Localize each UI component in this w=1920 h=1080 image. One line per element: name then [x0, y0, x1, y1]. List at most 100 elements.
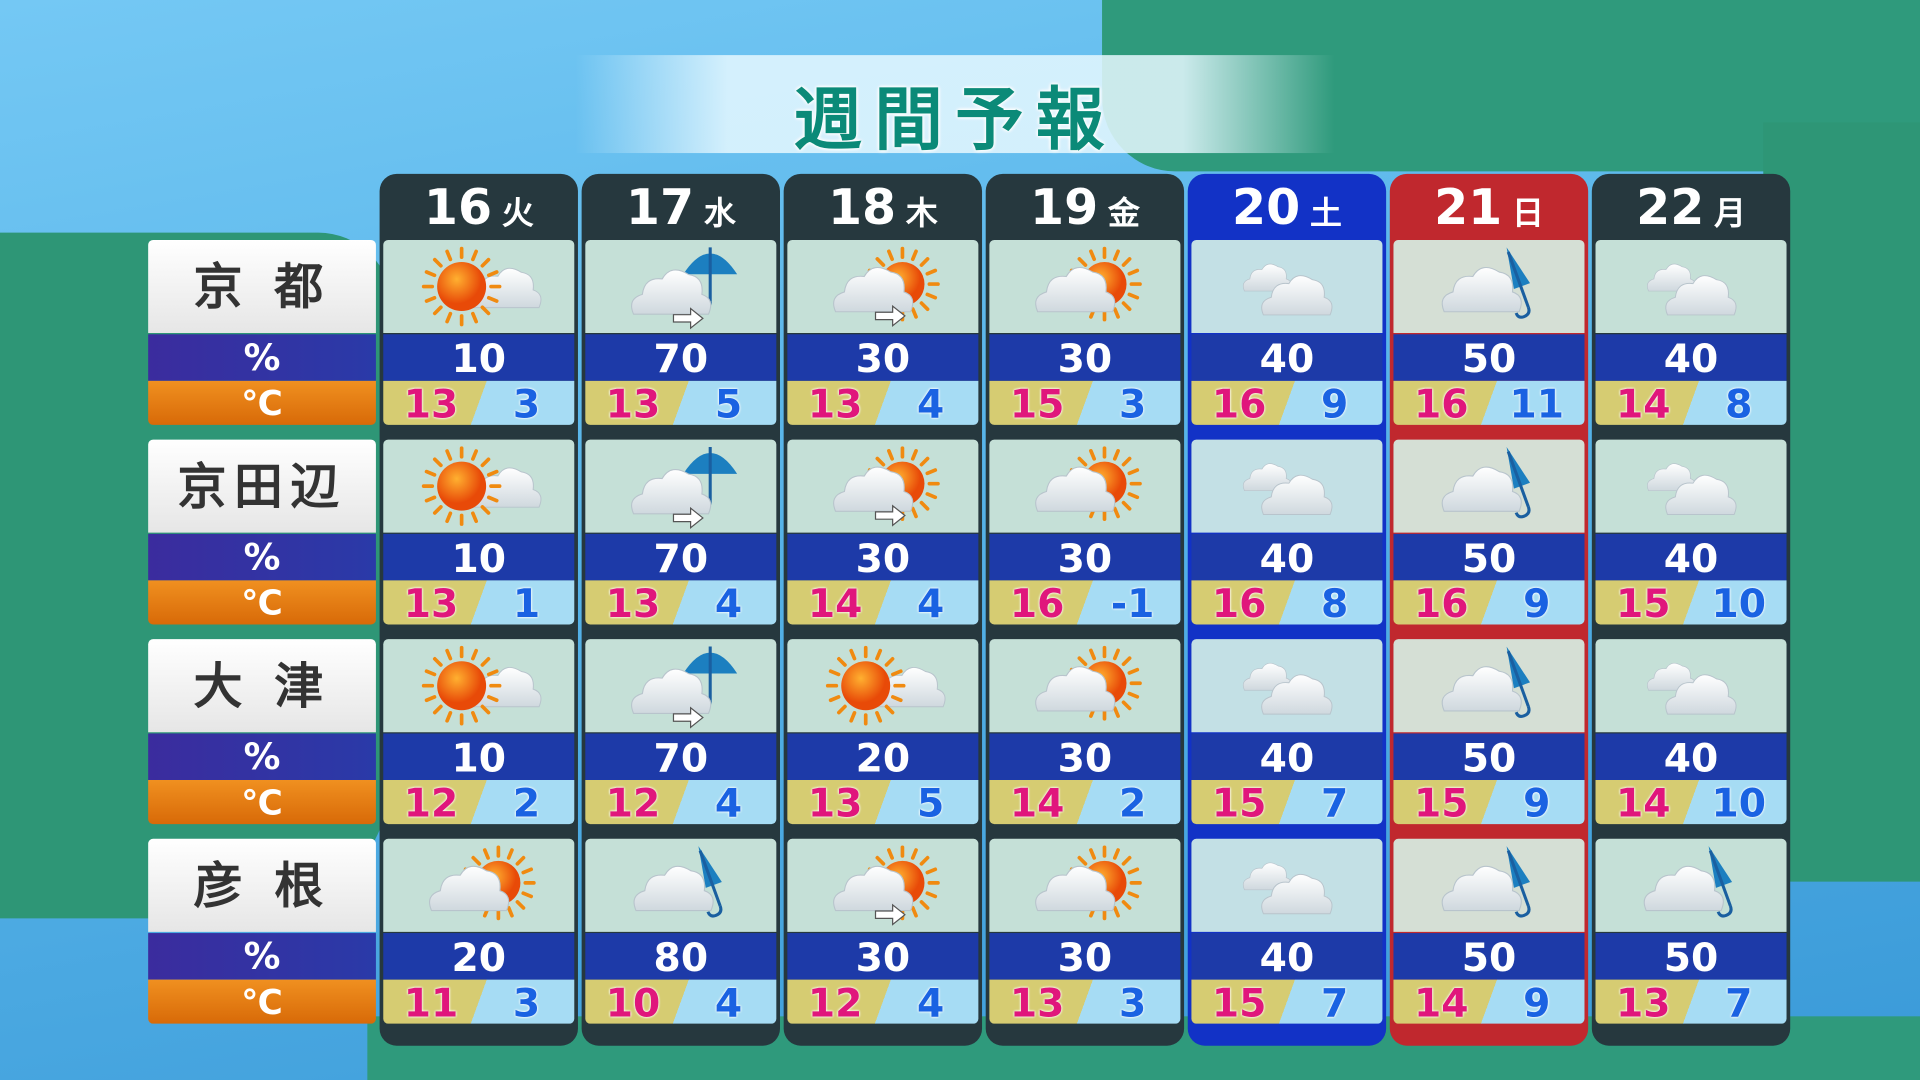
day-weekday: 火 — [501, 195, 534, 233]
temp-high: 14 — [807, 580, 863, 627]
precip-probability: 40 — [1191, 933, 1383, 981]
temperature: 14 8 — [1595, 380, 1787, 427]
temp-high: 10 — [605, 979, 661, 1027]
city-name: 京 都 — [148, 240, 376, 334]
temp-low: 3 — [512, 380, 541, 428]
day-header: 21 日 — [1390, 174, 1588, 240]
precip-probability: 40 — [1191, 733, 1383, 781]
temp-low: 10 — [1711, 780, 1767, 827]
weather-cloudy-rain-icon — [1393, 838, 1585, 932]
cloud-icon — [1441, 466, 1522, 512]
weather-cloudy-then-sunny-icon — [787, 439, 979, 533]
temp-high: 16 — [1211, 380, 1267, 428]
day-weekday: 木 — [905, 195, 938, 233]
cloud-icon — [1665, 474, 1737, 516]
temperature: 15 10 — [1595, 580, 1787, 627]
temp-high: 13 — [403, 380, 459, 428]
precip-probability: 50 — [1595, 933, 1787, 981]
cloud-icon — [633, 865, 714, 912]
temp-low: 2 — [1119, 780, 1147, 827]
weather-cloudy-rain-icon — [1393, 639, 1585, 733]
arrow-right-icon — [672, 506, 704, 530]
precip-probability: 30 — [787, 334, 979, 382]
temp-low: 9 — [1523, 580, 1551, 627]
temperature: 16 -1 — [989, 580, 1181, 627]
day-header: 20 土 — [1188, 174, 1386, 240]
umbrella-icon — [1506, 646, 1531, 718]
umbrella-icon — [1506, 247, 1531, 319]
sun-icon — [421, 246, 502, 327]
precip-probability: 50 — [1393, 933, 1585, 981]
weather-cloudy-then-rain-icon — [585, 439, 777, 533]
weather-cloudy-rain-icon — [585, 838, 777, 932]
temp-low: 1 — [512, 580, 541, 627]
day-date: 20 — [1232, 180, 1301, 237]
precip-probability: 50 — [1393, 733, 1585, 781]
temp-high: 15 — [1616, 580, 1671, 627]
precip-probability: 40 — [1595, 334, 1787, 382]
precip-probability: 30 — [989, 334, 1181, 382]
temperature: 13 1 — [383, 580, 575, 627]
weather-sunny-cloudy-icon — [383, 639, 575, 733]
precip-probability: 10 — [383, 533, 575, 582]
weather-cloudy-then-rain-icon — [585, 639, 777, 733]
temp-low: 5 — [714, 380, 743, 428]
temp-high: 13 — [807, 780, 863, 827]
temperature: 15 7 — [1191, 780, 1383, 827]
weather-cloudy-then-sunny-icon — [787, 838, 979, 932]
city-name: 京田辺 — [148, 439, 376, 533]
weather-cloudy-icon — [1595, 240, 1787, 334]
cloud-icon — [1035, 865, 1116, 912]
temp-low: 3 — [1119, 380, 1147, 428]
temp-low: 9 — [1523, 979, 1551, 1027]
temperature: 10 4 — [585, 979, 777, 1027]
temp-low: 4 — [714, 580, 743, 627]
cloud-icon — [1261, 474, 1333, 516]
precip-probability: 40 — [1595, 733, 1787, 781]
weather-cloudy-icon — [1595, 439, 1787, 533]
day-weekday: 日 — [1512, 195, 1544, 233]
cloud-icon — [1035, 666, 1116, 712]
weather-cloudy-rain-icon — [1393, 240, 1585, 334]
city-name: 彦 根 — [148, 838, 376, 932]
cloud-icon — [1665, 674, 1737, 715]
precip-probability: 50 — [1393, 334, 1585, 382]
temp-high: 16 — [1211, 580, 1267, 627]
temperature: 11 3 — [383, 979, 575, 1027]
weather-cloudy-sunny-icon — [989, 240, 1181, 334]
cloud-icon — [429, 865, 510, 912]
temperature: 16 9 — [1393, 580, 1585, 627]
cloud-icon — [1035, 466, 1116, 512]
temp-high: 13 — [605, 580, 661, 627]
day-date: 21 — [1434, 180, 1503, 237]
weather-sunny-cloudy-icon — [787, 639, 979, 733]
temp-high: 11 — [403, 979, 459, 1027]
cloud-icon — [631, 269, 712, 315]
temp-low: -1 — [1110, 580, 1155, 627]
arrow-right-icon — [672, 706, 704, 729]
cloud-icon — [1441, 666, 1522, 712]
precip-label: % — [148, 933, 376, 980]
umbrella-icon — [1506, 447, 1531, 519]
weather-cloudy-icon — [1191, 639, 1383, 733]
temp-high: 14 — [1413, 979, 1469, 1027]
sun-icon — [421, 446, 502, 526]
precip-probability: 70 — [585, 334, 777, 382]
umbrella-icon — [1708, 846, 1733, 918]
precip-probability: 50 — [1393, 533, 1585, 582]
weather-cloudy-icon — [1191, 838, 1383, 932]
precip-label: % — [148, 733, 376, 781]
cloud-icon — [1261, 275, 1333, 316]
city-name: 大 津 — [148, 639, 376, 733]
cloud-icon — [833, 865, 914, 912]
temp-high: 13 — [403, 580, 459, 627]
weather-cloudy-sunny-icon — [989, 639, 1181, 733]
precip-probability: 10 — [383, 334, 575, 382]
day-date: 17 — [625, 180, 695, 237]
temperature: 14 2 — [989, 780, 1181, 827]
temp-label: ℃ — [148, 380, 376, 425]
day-weekday: 月 — [1714, 195, 1746, 233]
temp-high: 16 — [1413, 580, 1469, 627]
day-weekday: 土 — [1309, 195, 1342, 233]
day-header: 18 木 — [784, 174, 982, 240]
